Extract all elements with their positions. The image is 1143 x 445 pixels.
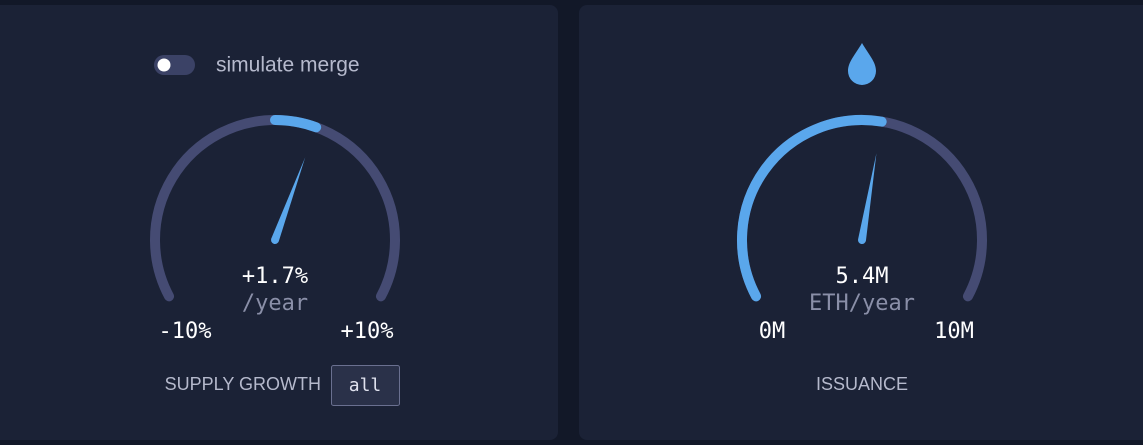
toggle-knob[interactable]	[157, 58, 171, 72]
gauge-fill	[270, 115, 322, 133]
gauge-max-label: +10%	[341, 319, 394, 344]
gauge-max-label: 10M	[934, 319, 974, 344]
gauge-unit: /year	[242, 291, 308, 316]
toggle[interactable]	[154, 55, 195, 75]
gauge-needle	[857, 153, 877, 245]
gauge-min-label: 0M	[759, 319, 786, 344]
gauge-value: 5.4M	[836, 264, 889, 289]
filter-button[interactable]	[331, 365, 400, 406]
filter-button-label[interactable]: all	[349, 375, 382, 396]
issuance-panel	[579, 5, 1143, 440]
gauge-title: SUPPLY GROWTH	[165, 374, 321, 394]
gauge-fill	[737, 115, 887, 302]
gauge-title: ISSUANCE	[816, 374, 908, 394]
gauge-min-label: -10%	[159, 319, 212, 344]
gauge-value: +1.7%	[242, 264, 308, 289]
drop-icon	[848, 43, 876, 85]
gauge-needle	[271, 157, 306, 244]
toggle-label: simulate merge	[216, 54, 360, 77]
gauge-unit: ETH/year	[809, 291, 915, 316]
